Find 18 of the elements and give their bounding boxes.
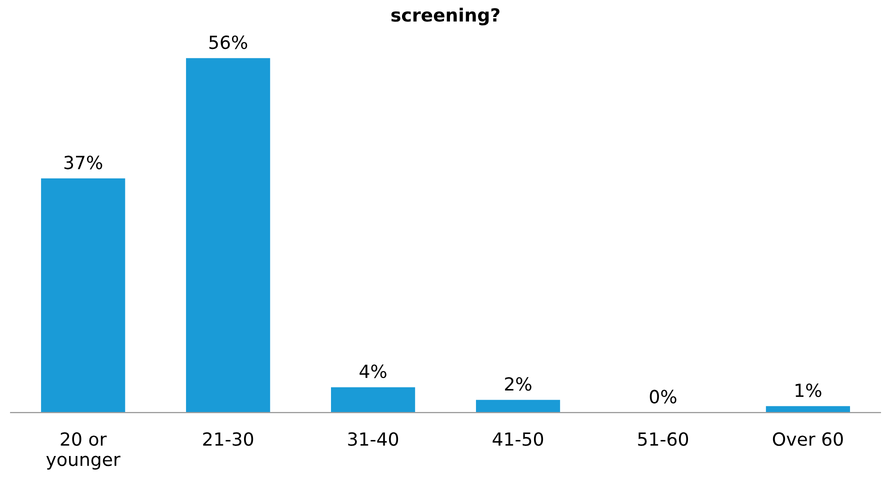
chart-title: screening? <box>391 8 500 26</box>
x-tick-label: 21-30 <box>203 432 254 446</box>
data-label: 4% <box>360 364 386 378</box>
bar <box>766 406 850 413</box>
bar <box>331 387 416 413</box>
x-tick-label: 51-60 <box>638 432 688 446</box>
bar <box>41 178 126 413</box>
x-tick-label: 41-50 <box>492 432 544 446</box>
data-label: 37% <box>64 156 102 170</box>
x-tick-label: 20 or younger <box>46 432 120 470</box>
bar <box>476 400 560 413</box>
data-label: 0% <box>650 390 676 404</box>
bar <box>186 58 270 413</box>
x-tick-label: 31-40 <box>348 432 398 446</box>
data-label: 1% <box>796 383 822 398</box>
data-label: 2% <box>505 377 532 391</box>
data-label: 56% <box>209 35 248 50</box>
x-tick-label: Over 60 <box>772 432 843 446</box>
